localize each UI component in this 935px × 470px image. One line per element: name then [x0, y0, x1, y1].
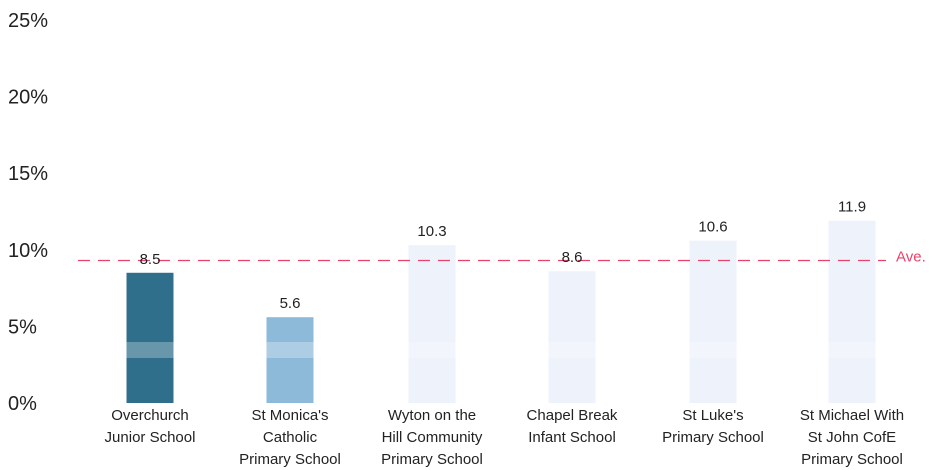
bar [126, 272, 174, 403]
value-label: 11.9 [838, 199, 866, 216]
value-label: 10.3 [417, 223, 446, 240]
value-label: 8.6 [562, 249, 583, 266]
average-label: Ave. [896, 249, 926, 266]
bar-highlight [126, 342, 174, 358]
value-label: 8.5 [140, 251, 161, 268]
category-label: St Michael With [800, 407, 904, 424]
category-label: Wyton on the [388, 407, 476, 424]
category-label: Chapel Break [527, 407, 618, 424]
bar-highlight [408, 342, 456, 358]
y-tick-label: 25% [8, 10, 48, 32]
category-label: Infant School [528, 429, 616, 446]
bar-highlight [266, 342, 314, 358]
category-label: Junior School [105, 429, 196, 446]
bar-highlight [548, 342, 596, 358]
bar-highlight [828, 342, 876, 358]
y-tick-label: 15% [8, 163, 48, 185]
bar [266, 317, 314, 403]
category-label: Hill Community [382, 429, 483, 446]
category-label: Primary School [381, 451, 483, 468]
value-label: 10.6 [698, 219, 727, 236]
bar [689, 240, 737, 403]
y-tick-label: 10% [8, 240, 48, 262]
category-label: Overchurch [111, 407, 189, 424]
bar [548, 271, 596, 403]
bar [828, 220, 876, 403]
bar-highlight [689, 342, 737, 358]
category-label: Primary School [239, 451, 341, 468]
y-tick-label: 5% [8, 316, 37, 338]
category-label: St John CofE [808, 429, 896, 446]
category-label: St Monica's [251, 407, 328, 424]
y-tick-label: 0% [8, 393, 37, 415]
category-label: Primary School [801, 451, 903, 468]
category-label: St Luke's [682, 407, 743, 424]
y-tick-label: 20% [8, 87, 48, 109]
bar [408, 245, 456, 403]
category-label: Primary School [662, 429, 764, 446]
category-label: Catholic [263, 429, 318, 446]
value-label: 5.6 [280, 295, 301, 312]
